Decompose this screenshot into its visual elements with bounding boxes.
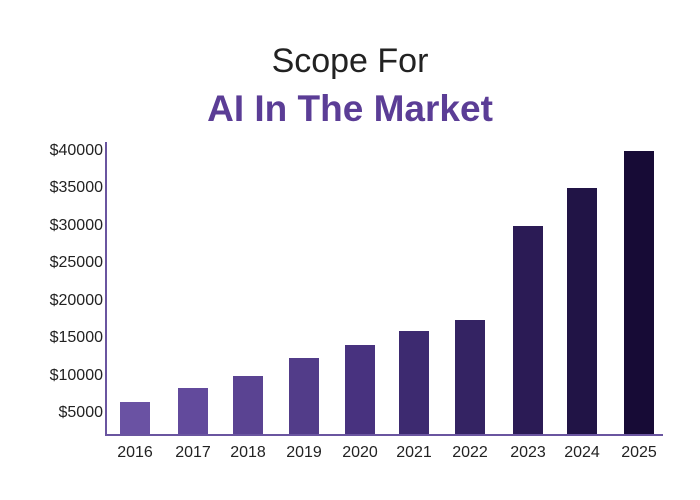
x-axis-line	[105, 434, 663, 436]
bar-2018	[233, 375, 263, 434]
x-tick-label: 2022	[452, 444, 488, 461]
x-tick-label: 2018	[230, 444, 266, 461]
y-tick-label: $15000	[49, 329, 103, 347]
bar-2024	[567, 188, 597, 434]
y-axis-line	[105, 142, 107, 436]
y-tick-label: $40000	[49, 142, 103, 159]
bar-2022	[455, 320, 485, 434]
x-tick-label: 2021	[396, 444, 432, 461]
x-tick-label: 2023	[510, 444, 546, 461]
bar-2017	[178, 388, 208, 434]
x-tick-label: 2020	[342, 444, 378, 461]
x-tick-label: 2017	[175, 444, 211, 461]
y-tick-label: $35000	[49, 179, 103, 197]
y-tick-label: $25000	[49, 254, 103, 272]
bar-2019	[289, 358, 319, 434]
y-tick-label: $30000	[49, 216, 103, 234]
y-tick-label: $20000	[49, 291, 103, 309]
x-tick-label: 2016	[117, 444, 153, 461]
chart-title-line2: AI In The Market	[207, 88, 493, 129]
y-tick-label: $10000	[49, 366, 103, 384]
bar-2025	[624, 151, 654, 434]
x-tick-label: 2019	[286, 444, 322, 461]
bar-2020	[345, 344, 375, 434]
y-tick-label: $5000	[58, 404, 104, 421]
x-tick-label: 2025	[621, 444, 657, 461]
x-tick-label: 2024	[564, 444, 600, 461]
bar-2016	[120, 401, 150, 434]
bar-2021	[399, 330, 429, 434]
bar-2023	[513, 225, 543, 434]
chart-title-line1: Scope For	[271, 42, 429, 80]
